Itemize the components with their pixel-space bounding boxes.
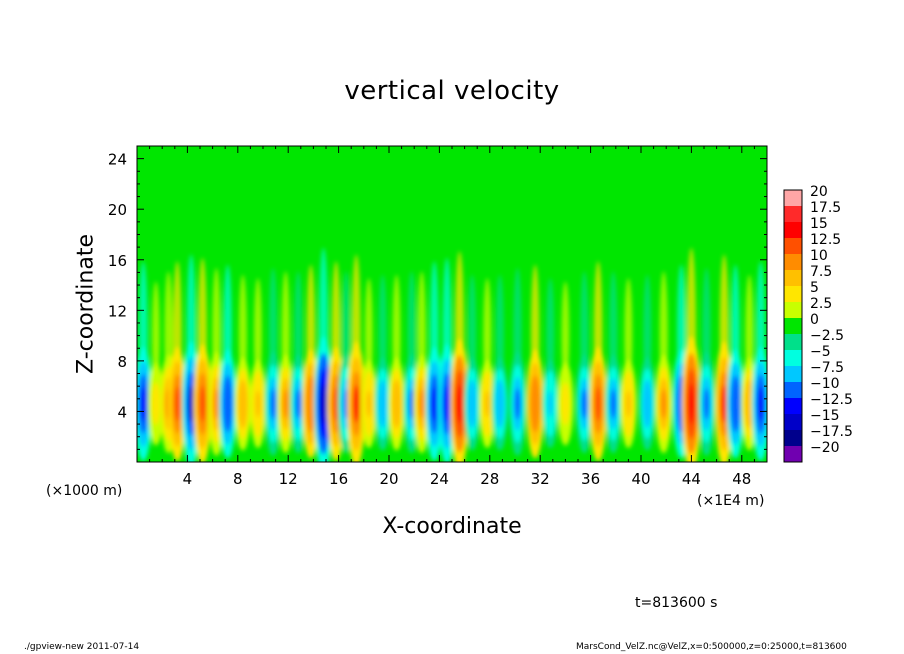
heatmap-column [526, 264, 544, 459]
heatmap-column [374, 274, 391, 451]
y-tick-label: 8 [117, 353, 127, 371]
x-tick-label: 20 [379, 470, 398, 488]
heatmap-column [219, 264, 237, 459]
colorbar-label: 10 [810, 248, 828, 264]
x-tick-label: 48 [732, 470, 751, 488]
x-tick-label: 44 [682, 470, 701, 488]
colorbar-label: −5 [810, 344, 831, 360]
colorbar-segment [784, 414, 802, 430]
x-tick-label: 32 [531, 470, 550, 488]
heatmap-column [168, 261, 187, 462]
x-tick-label: 28 [480, 470, 499, 488]
colorbar-label: 0 [810, 312, 819, 328]
x-tick-label: 40 [631, 470, 650, 488]
colorbar-label: −7.5 [810, 360, 844, 376]
colorbar-segment [784, 334, 802, 350]
colorbar-label: 2.5 [810, 296, 832, 312]
colorbar-segment [784, 222, 802, 238]
heatmap-column [509, 268, 527, 456]
colorbar-segment [784, 286, 802, 302]
x-scale-label: (×1E4 m) [697, 493, 765, 509]
colorbar-segment [784, 366, 802, 382]
y-tick-label: 16 [108, 252, 127, 270]
colorbar-frame [783, 189, 803, 463]
heatmap-column [277, 271, 295, 454]
heatmap-column [193, 257, 212, 462]
colorbar-segment [784, 238, 802, 254]
heatmap-column [620, 278, 637, 449]
colorbar-segment [784, 430, 802, 446]
heatmap-column [698, 268, 716, 456]
footer-right: MarsCond_VelZ.nc@VelZ,x=0:500000,z=0:250… [576, 642, 847, 652]
heatmap-column [655, 271, 673, 454]
colorbar-label: −17.5 [810, 424, 853, 440]
heatmap-column [264, 268, 282, 456]
heatmap-column [413, 271, 431, 454]
y-tick-label: 20 [108, 201, 127, 219]
colorbar-segment [784, 190, 802, 206]
y-tick-label: 24 [108, 151, 127, 169]
heatmap-column [479, 278, 496, 449]
colorbar-segment [784, 270, 802, 286]
heatmap-column [289, 271, 307, 454]
heatmap-column [388, 274, 405, 451]
colorbar-label: 15 [810, 216, 828, 232]
heatmap-column [249, 278, 267, 449]
colorbar-label: −2.5 [810, 328, 844, 344]
heatmap-column [491, 274, 509, 451]
colorbar-label: −10 [810, 376, 840, 392]
colorbar-label: −15 [810, 408, 840, 424]
colorbar-segment [784, 446, 802, 462]
heatmap-column [589, 261, 607, 462]
heatmap-column [682, 247, 701, 462]
heatmap-column [557, 281, 574, 446]
colorbar-label: 12.5 [810, 232, 841, 248]
heatmap-column [148, 281, 164, 446]
footer-left: ./gpview-new 2011-07-14 [24, 642, 140, 652]
time-label: t=813600 s [635, 595, 718, 611]
colorbar-segment [784, 382, 802, 398]
colorbar-segment [784, 206, 802, 222]
heatmap-column [360, 278, 377, 449]
heatmap-column [314, 247, 333, 462]
colorbar-segment [784, 318, 802, 334]
x-tick-label: 24 [430, 470, 449, 488]
y-axis-label: Z-coordinate [73, 234, 99, 374]
heatmap-column [575, 271, 593, 454]
colorbar-label: 5 [810, 280, 819, 296]
heatmap-column [604, 271, 622, 454]
colorbar-segment [784, 254, 802, 270]
colorbar-segment [784, 302, 802, 318]
heatmap-column [137, 261, 153, 462]
colorbar-label: 20 [810, 184, 828, 200]
heatmap-column [542, 278, 559, 449]
heatmap-column [234, 274, 252, 451]
colorbar-label: −20 [810, 440, 840, 456]
heatmap-column [639, 274, 656, 451]
colorbar-segment [784, 398, 802, 414]
x-axis-label: X-coordinate [382, 514, 522, 539]
y-tick-label: 4 [117, 403, 127, 421]
heatmap-column [347, 254, 366, 462]
heatmap-column [182, 254, 201, 462]
heatmap-column [450, 251, 469, 462]
x-tick-label: 4 [183, 470, 193, 488]
heatmap-column [463, 274, 481, 451]
colorbar-label: 17.5 [810, 200, 841, 216]
heatmap-column [726, 264, 745, 459]
colorbar-segment [784, 350, 802, 366]
heatmap-column [425, 261, 444, 462]
x-unit-label: (×1000 m) [46, 483, 123, 499]
x-tick-label: 16 [329, 470, 348, 488]
colorbar-label: −12.5 [810, 392, 853, 408]
colorbar-label: 7.5 [810, 264, 832, 280]
x-tick-label: 12 [279, 470, 298, 488]
chart-title: vertical velocity [344, 76, 560, 106]
heatmap-column [751, 261, 767, 462]
x-tick-label: 8 [233, 470, 243, 488]
y-tick-label: 12 [108, 302, 127, 320]
x-tick-label: 36 [581, 470, 600, 488]
heatmap-column [327, 261, 345, 462]
